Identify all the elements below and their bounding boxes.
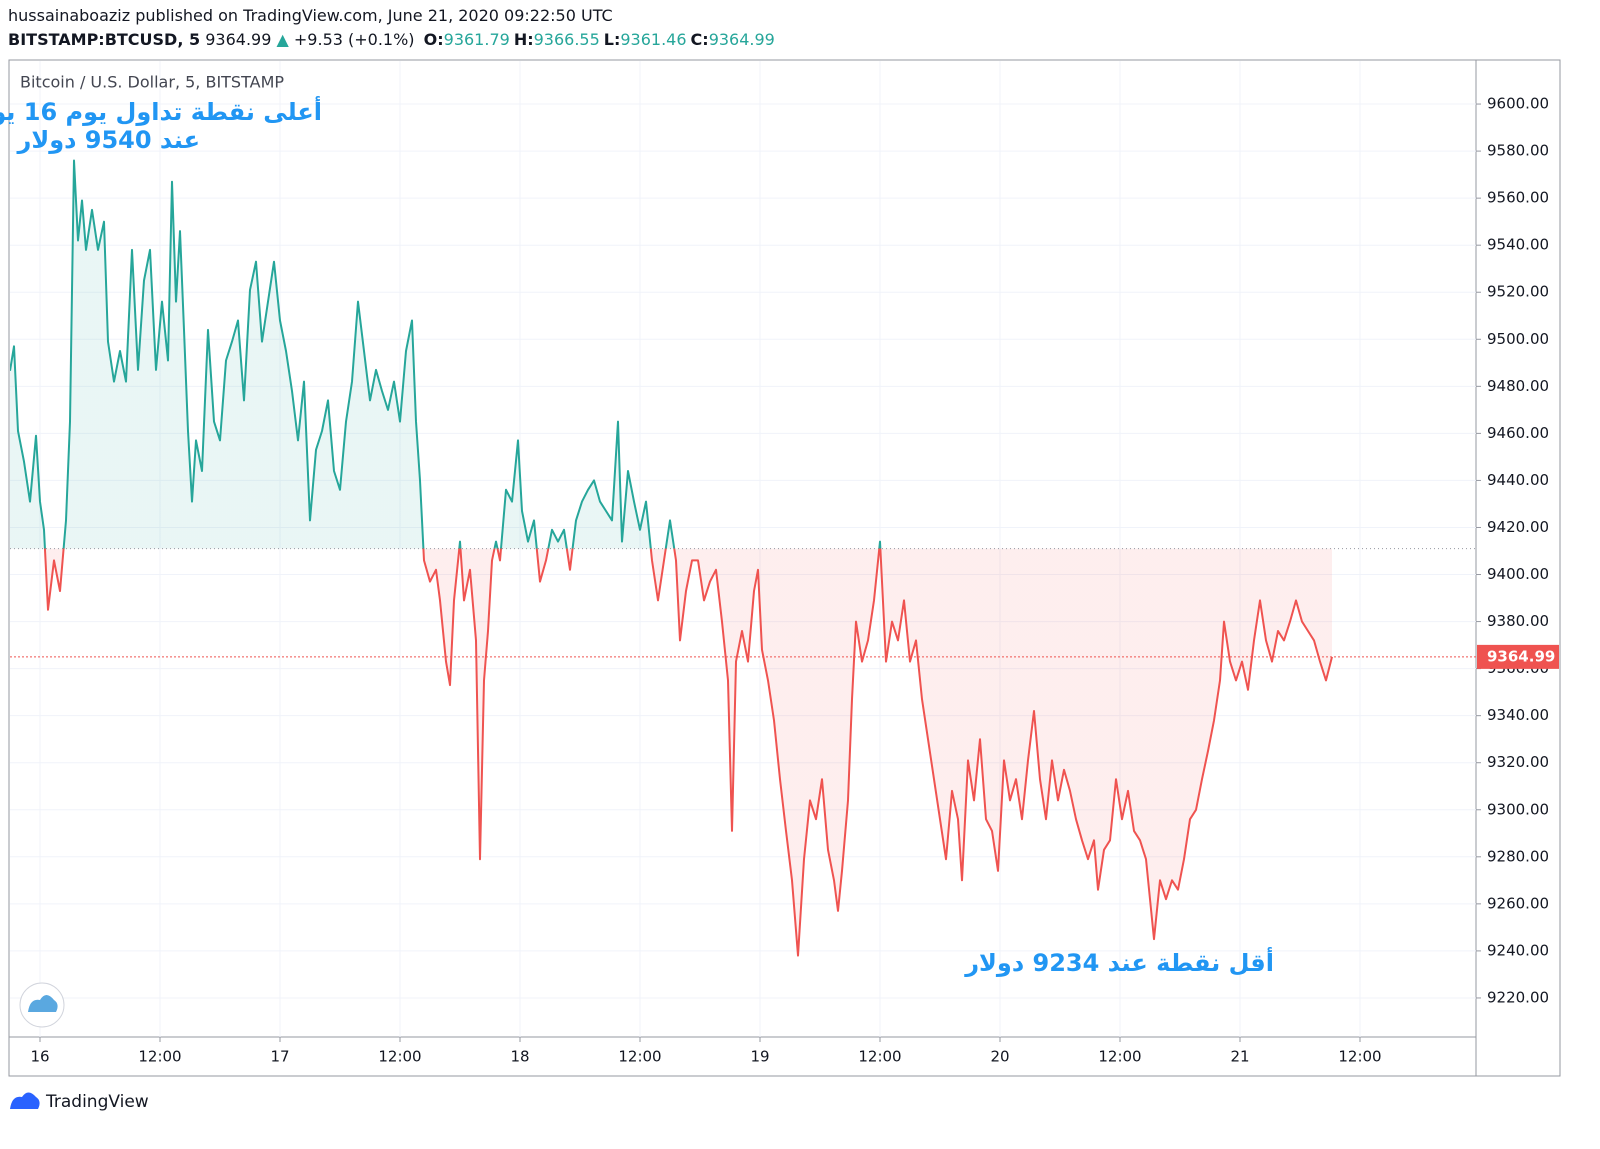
ohlc-label: C: xyxy=(690,30,709,49)
y-tick-label: 9580.00 xyxy=(1487,142,1549,160)
y-tick-label: 9460.00 xyxy=(1487,424,1549,442)
x-tick-label: 12:00 xyxy=(858,1048,901,1066)
y-tick-label: 9320.00 xyxy=(1487,753,1549,771)
y-tick-label: 9420.00 xyxy=(1487,518,1549,536)
plot xyxy=(10,159,1476,957)
y-tick-label: 9560.00 xyxy=(1487,189,1549,207)
footer-brand: TradingView xyxy=(45,1092,149,1112)
ohlc-value: 9364.99 xyxy=(708,30,775,49)
publish-line: hussainaboaziz published on TradingView.… xyxy=(8,6,613,25)
y-tick-label: 9340.00 xyxy=(1487,706,1549,724)
x-tick-label: 20 xyxy=(990,1048,1009,1066)
last-price-label: 9364.99 xyxy=(1487,647,1555,665)
annotation: عند 9540 دولار xyxy=(17,126,201,154)
annotation: أقل نقطة عند 9234 دولار xyxy=(965,949,1274,977)
x-tick-label: 12:00 xyxy=(378,1048,421,1066)
chart-frame xyxy=(8,59,1561,1077)
arrow: ▲ xyxy=(276,30,289,49)
x-tick-label: 12:00 xyxy=(138,1048,181,1066)
y-tick-label: 9260.00 xyxy=(1487,894,1549,912)
ohlc-value: 9361.46 xyxy=(620,30,687,49)
ohlc-value: 9366.55 xyxy=(533,30,600,49)
x-tick-label: 12:00 xyxy=(1338,1048,1381,1066)
ohlc-label: L: xyxy=(603,30,621,49)
y-tick-label: 9280.00 xyxy=(1487,847,1549,865)
watermark-icon xyxy=(19,982,65,1028)
y-tick-label: 9380.00 xyxy=(1487,612,1549,630)
y-tick-label: 9240.00 xyxy=(1487,941,1549,959)
y-tick-label: 9520.00 xyxy=(1487,283,1549,301)
y-tick-label: 9500.00 xyxy=(1487,330,1549,348)
ohlc-value: 9361.79 xyxy=(443,30,510,49)
y-tick-label: 9540.00 xyxy=(1487,236,1549,254)
ohlc: O:9361.79 H:9366.55 L:9361.46 C:9364.99 xyxy=(420,30,775,49)
annotation: أعلى نقطة تداول يوم 16 يونيو xyxy=(0,98,322,126)
symbol-line: BITSTAMP:BTCUSD, 5 9364.99 ▲ +9.53 (+0.1… xyxy=(8,30,775,49)
last-price-tag xyxy=(1477,644,1559,669)
x-tick-label: 21 xyxy=(1230,1048,1249,1066)
baseline-fill xyxy=(10,160,1332,956)
x-tick-label: 12:00 xyxy=(618,1048,661,1066)
y-tick-label: 9600.00 xyxy=(1487,95,1549,113)
symbol: BITSTAMP:BTCUSD, 5 xyxy=(8,30,201,49)
x-tick-label: 16 xyxy=(30,1048,49,1066)
y-tick-label: 9440.00 xyxy=(1487,471,1549,489)
y-tick-label: 9480.00 xyxy=(1487,377,1549,395)
x-tick-label: 12:00 xyxy=(1098,1048,1141,1066)
x-tick-label: 19 xyxy=(750,1048,769,1066)
y-tick-label: 9400.00 xyxy=(1487,565,1549,583)
y-tick-label: 9300.00 xyxy=(1487,800,1549,818)
price: 9364.99 xyxy=(205,30,272,49)
x-tick-label: 17 xyxy=(270,1048,289,1066)
axes: 9220.00 9240.00 9260.00 9280.00 9300.00 9320.… xyxy=(30,95,1559,1066)
footer-logo xyxy=(10,1092,40,1109)
x-tick-label: 18 xyxy=(510,1048,529,1066)
ohlc-label: O: xyxy=(423,30,444,49)
change: +9.53 (+0.1%) xyxy=(293,30,415,49)
ohlc-label: H: xyxy=(513,30,534,49)
y-tick-label: 9220.00 xyxy=(1487,988,1549,1006)
price-line xyxy=(10,159,1333,957)
chart-title: Bitcoin / U.S. Dollar, 5, BITSTAMP xyxy=(20,73,284,92)
